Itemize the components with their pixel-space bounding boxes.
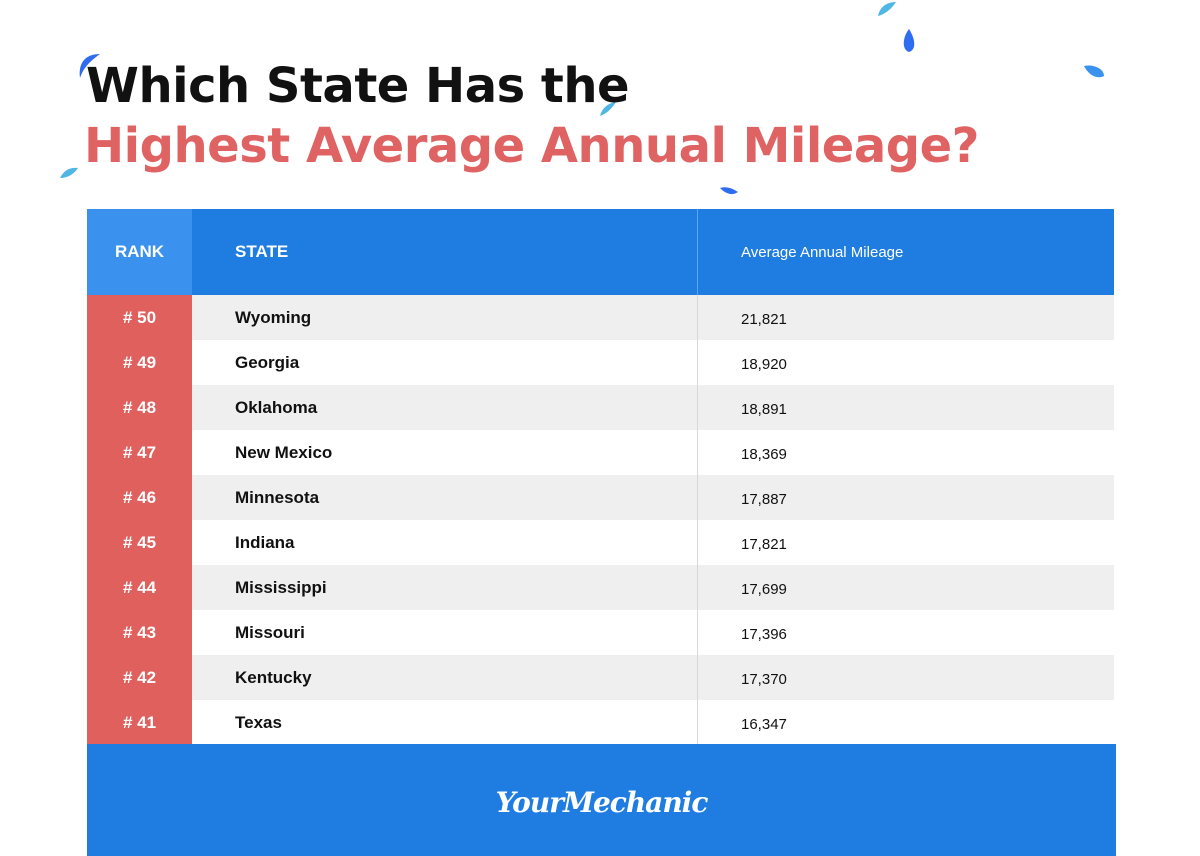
table-header: RANK STATE Average Annual Mileage bbox=[87, 209, 1114, 295]
rank-cell: # 46 bbox=[87, 475, 192, 520]
header-state: STATE bbox=[192, 209, 698, 295]
state-cell: Oklahoma bbox=[192, 385, 698, 430]
mileage-cell: 16,347 bbox=[698, 700, 1114, 745]
table-row: # 50 Wyoming 21,821 bbox=[87, 295, 1114, 340]
table-row: # 45 Indiana 17,821 bbox=[87, 520, 1114, 565]
leaf-decoration-icon bbox=[60, 167, 78, 178]
rank-cell: # 49 bbox=[87, 340, 192, 385]
mileage-cell: 17,821 bbox=[698, 520, 1114, 565]
mileage-cell: 18,920 bbox=[698, 340, 1114, 385]
table-row: # 47 New Mexico 18,369 bbox=[87, 430, 1114, 475]
footer-banner: YourMechanic bbox=[87, 744, 1116, 856]
table-row: # 41 Texas 16,347 bbox=[87, 700, 1114, 745]
rank-cell: # 42 bbox=[87, 655, 192, 700]
state-cell: Georgia bbox=[192, 340, 698, 385]
mileage-cell: 18,891 bbox=[698, 385, 1114, 430]
leaf-decoration-icon bbox=[720, 187, 738, 195]
table-row: # 49 Georgia 18,920 bbox=[87, 340, 1114, 385]
leaf-decoration-icon bbox=[878, 2, 896, 16]
table-row: # 43 Missouri 17,396 bbox=[87, 610, 1114, 655]
page-title-line2: Highest Average Annual Mileage? bbox=[84, 118, 980, 174]
state-cell: Wyoming bbox=[192, 295, 698, 340]
mileage-cell: 17,396 bbox=[698, 610, 1114, 655]
header-rank: RANK bbox=[87, 209, 192, 295]
state-cell: Minnesota bbox=[192, 475, 698, 520]
mileage-cell: 21,821 bbox=[698, 295, 1114, 340]
state-cell: Indiana bbox=[192, 520, 698, 565]
yourmechanic-logo: YourMechanic bbox=[495, 785, 709, 819]
mileage-cell: 17,370 bbox=[698, 655, 1114, 700]
state-cell: Mississippi bbox=[192, 565, 698, 610]
rank-cell: # 50 bbox=[87, 295, 192, 340]
header-mileage: Average Annual Mileage bbox=[741, 243, 904, 261]
ranking-table: RANK STATE Average Annual Mileage # 50 W… bbox=[87, 209, 1114, 745]
mileage-cell: 17,887 bbox=[698, 475, 1114, 520]
rank-cell: # 43 bbox=[87, 610, 192, 655]
page-title-line1: Which State Has the bbox=[86, 58, 630, 114]
table-row: # 48 Oklahoma 18,891 bbox=[87, 385, 1114, 430]
table-row: # 44 Mississippi 17,699 bbox=[87, 565, 1114, 610]
state-cell: Kentucky bbox=[192, 655, 698, 700]
mileage-cell: 18,369 bbox=[698, 430, 1114, 475]
leaf-decoration-icon bbox=[1084, 65, 1104, 78]
rank-cell: # 45 bbox=[87, 520, 192, 565]
leaf-decoration-icon bbox=[79, 54, 100, 78]
rank-cell: # 48 bbox=[87, 385, 192, 430]
rank-cell: # 44 bbox=[87, 565, 192, 610]
table-row: # 46 Minnesota 17,887 bbox=[87, 475, 1114, 520]
mileage-cell: 17,699 bbox=[698, 565, 1114, 610]
rank-cell: # 41 bbox=[87, 700, 192, 745]
leaf-decoration-icon bbox=[600, 102, 616, 116]
state-cell: Missouri bbox=[192, 610, 698, 655]
table-row: # 42 Kentucky 17,370 bbox=[87, 655, 1114, 700]
state-cell: New Mexico bbox=[192, 430, 698, 475]
rank-cell: # 47 bbox=[87, 430, 192, 475]
leaf-decoration-icon bbox=[903, 29, 915, 52]
state-cell: Texas bbox=[192, 700, 698, 745]
